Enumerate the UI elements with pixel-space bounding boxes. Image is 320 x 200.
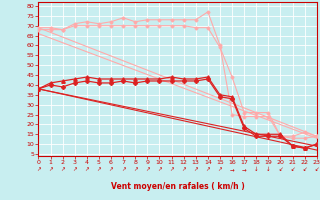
X-axis label: Vent moyen/en rafales ( km/h ): Vent moyen/en rafales ( km/h ): [111, 182, 244, 191]
